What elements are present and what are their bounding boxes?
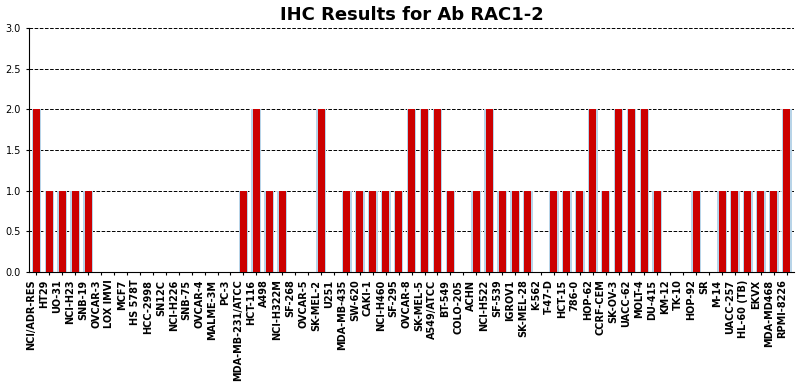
Bar bbox=[406, 109, 417, 272]
Bar bbox=[70, 190, 80, 272]
Bar bbox=[343, 190, 350, 272]
Bar bbox=[693, 190, 700, 272]
Bar bbox=[355, 190, 365, 272]
Bar bbox=[718, 190, 726, 272]
Bar bbox=[59, 190, 66, 272]
Bar bbox=[641, 109, 648, 272]
Bar bbox=[615, 109, 622, 272]
Bar bbox=[395, 190, 402, 272]
Bar bbox=[447, 190, 454, 272]
Bar bbox=[240, 190, 247, 272]
Bar bbox=[550, 190, 558, 272]
Bar bbox=[523, 190, 533, 272]
Bar bbox=[394, 190, 403, 272]
Bar bbox=[33, 109, 40, 272]
Bar bbox=[85, 190, 92, 272]
Bar bbox=[562, 190, 572, 272]
Bar bbox=[473, 190, 480, 272]
Bar bbox=[421, 109, 428, 272]
Bar bbox=[32, 109, 42, 272]
Bar bbox=[576, 190, 583, 272]
Bar bbox=[433, 109, 442, 272]
Bar bbox=[45, 190, 54, 272]
Bar bbox=[626, 109, 636, 272]
Bar bbox=[744, 190, 751, 272]
Bar bbox=[342, 190, 352, 272]
Bar bbox=[370, 190, 376, 272]
Bar bbox=[614, 109, 623, 272]
Bar bbox=[265, 190, 274, 272]
Bar bbox=[653, 190, 662, 272]
Bar bbox=[278, 190, 287, 272]
Bar bbox=[731, 190, 738, 272]
Bar bbox=[316, 109, 326, 272]
Bar bbox=[602, 190, 609, 272]
Bar bbox=[730, 190, 740, 272]
Bar bbox=[253, 109, 260, 272]
Bar bbox=[238, 190, 248, 272]
Bar bbox=[318, 109, 325, 272]
Bar bbox=[446, 190, 455, 272]
Bar bbox=[251, 109, 262, 272]
Bar bbox=[758, 190, 764, 272]
Bar bbox=[420, 109, 430, 272]
Bar bbox=[266, 190, 273, 272]
Bar bbox=[601, 190, 610, 272]
Bar bbox=[58, 190, 67, 272]
Bar bbox=[471, 190, 481, 272]
Bar bbox=[743, 190, 753, 272]
Bar bbox=[72, 190, 78, 272]
Bar bbox=[769, 190, 778, 272]
Bar bbox=[498, 190, 506, 272]
Bar bbox=[498, 190, 507, 272]
Bar bbox=[717, 190, 727, 272]
Bar bbox=[434, 109, 441, 272]
Bar bbox=[368, 190, 378, 272]
Bar bbox=[589, 109, 596, 272]
Bar bbox=[525, 190, 531, 272]
Bar bbox=[575, 190, 585, 272]
Bar bbox=[46, 190, 53, 272]
Bar bbox=[639, 109, 650, 272]
Title: IHC Results for Ab RAC1-2: IHC Results for Ab RAC1-2 bbox=[280, 5, 543, 24]
Bar bbox=[770, 190, 778, 272]
Bar bbox=[278, 190, 286, 272]
Bar bbox=[563, 190, 570, 272]
Bar bbox=[783, 109, 790, 272]
Bar bbox=[628, 109, 635, 272]
Bar bbox=[382, 190, 389, 272]
Bar bbox=[511, 190, 518, 272]
Bar bbox=[756, 190, 766, 272]
Bar bbox=[510, 190, 520, 272]
Bar bbox=[549, 190, 558, 272]
Bar bbox=[486, 109, 493, 272]
Bar bbox=[782, 109, 791, 272]
Bar bbox=[408, 109, 415, 272]
Bar bbox=[356, 190, 363, 272]
Bar bbox=[484, 109, 494, 272]
Bar bbox=[691, 190, 701, 272]
Bar bbox=[83, 190, 93, 272]
Bar bbox=[654, 190, 661, 272]
Bar bbox=[588, 109, 598, 272]
Bar bbox=[381, 190, 390, 272]
